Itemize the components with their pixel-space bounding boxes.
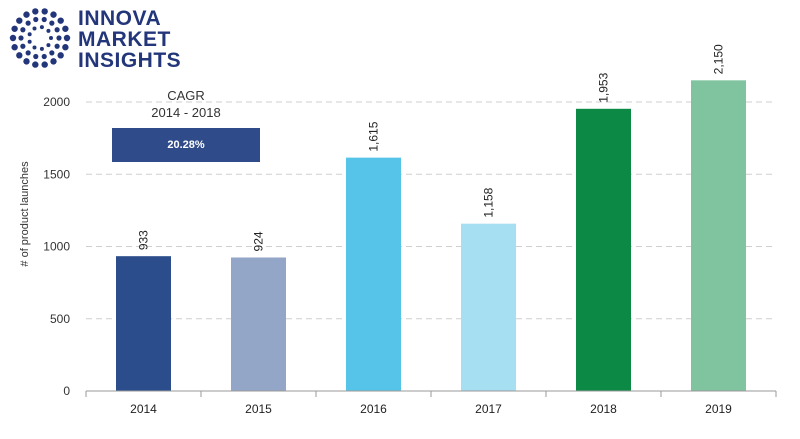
x-tick-label: 2015 [245,402,272,416]
cagr-label: CAGR [167,88,205,103]
cagr-value: 20.28% [167,139,205,151]
value-label: 924 [252,231,266,251]
dotted-circle-logo-icon [9,8,71,68]
bar-2018 [576,108,631,391]
gridlines [86,101,776,320]
bars [116,80,746,391]
value-label: 1,615 [367,121,381,151]
value-label: 2,150 [712,44,726,74]
x-tick-label: 2017 [475,402,502,416]
y-tick-label: 0 [63,384,70,398]
y-tick-label: 500 [50,312,70,326]
bar-2016 [346,157,401,391]
innova-market-insights-logo: INNOVA MARKET INSIGHTS [8,6,208,72]
cagr-heading: CAGR 2014 - 2018 [112,87,260,121]
bar-2015 [231,257,286,391]
x-tick-label: 2018 [590,402,617,416]
logo-line-3: INSIGHTS [78,49,182,72]
y-tick-label: 1000 [43,240,70,254]
bar-2017 [461,223,516,391]
y-axis-label: # of product launches [19,161,31,267]
x-tick-label: 2016 [360,402,387,416]
value-label: 1,158 [482,187,496,217]
value-label: 933 [137,230,151,250]
cagr-period: 2014 - 2018 [151,105,221,120]
value-labels: 933 924 1,615 1,158 1,953 2,150 [137,44,726,252]
cagr-value-badge: 20.28% [112,128,260,162]
logo-line-1: INNOVA [78,7,162,30]
logo-wordmark: INNOVA MARKET INSIGHTS [78,8,181,71]
x-axis-ticks: 2014 2015 2016 2017 2018 2019 [85,391,777,416]
logo-line-2: MARKET [78,28,171,51]
bar-2014 [116,256,171,391]
y-tick-label: 1500 [43,167,70,181]
x-tick-label: 2019 [705,402,732,416]
y-tick-label: 2000 [43,95,70,109]
value-label: 1,953 [597,72,611,102]
x-tick-label: 2014 [130,402,157,416]
bar-2019 [691,80,746,391]
y-axis-ticks: 0 500 1000 1500 2000 [43,95,70,398]
